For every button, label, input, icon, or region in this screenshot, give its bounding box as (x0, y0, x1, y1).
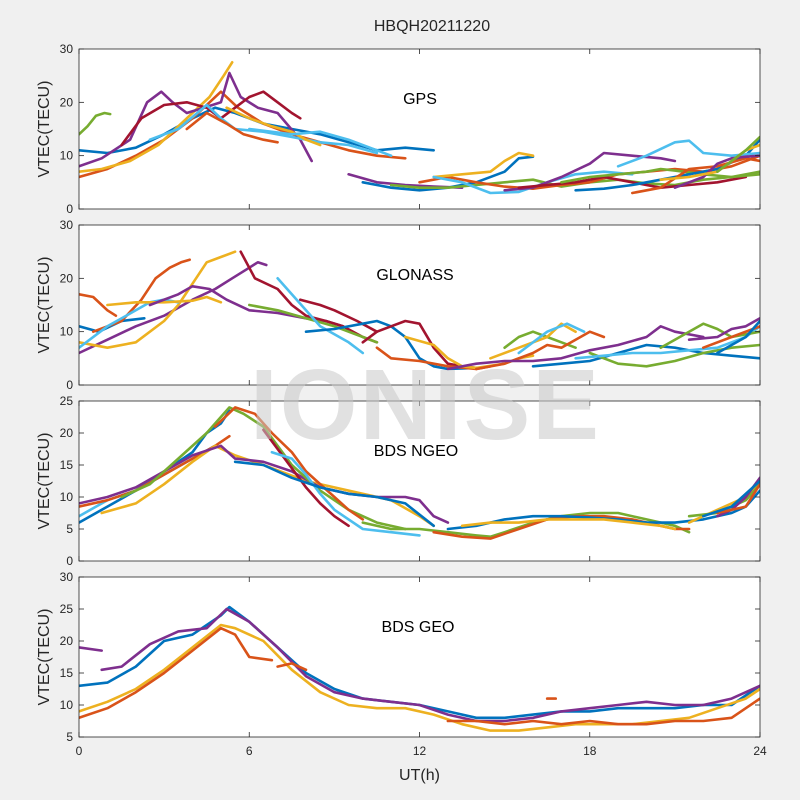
x-tick-label: 24 (753, 744, 767, 758)
x-tick-label: 0 (76, 744, 83, 758)
series-group (79, 250, 760, 371)
series-line-23 (673, 154, 760, 189)
y-tick-label: 10 (60, 490, 74, 504)
series-line-4 (79, 250, 237, 349)
series-line-7 (106, 295, 223, 307)
plot-area (79, 401, 760, 561)
series-line-7 (446, 697, 760, 726)
y-tick-label: 10 (60, 149, 74, 163)
series-line-14 (460, 518, 677, 531)
series-line-14 (361, 319, 478, 370)
series-line-23 (588, 343, 760, 368)
y-tick-label: 0 (66, 554, 73, 568)
y-tick-label: 20 (60, 634, 74, 648)
series-group (79, 61, 760, 195)
series-line-18 (716, 482, 760, 515)
series-line-25 (659, 322, 760, 349)
y-axis-label: VTEC(TECU) (36, 257, 53, 354)
series-line-19 (446, 325, 705, 371)
y-tick-label: 25 (60, 394, 74, 408)
panel-title: GLONASS (376, 267, 453, 284)
series-line-21 (517, 322, 586, 355)
series-line-21 (616, 139, 760, 168)
series-line-22 (531, 343, 760, 368)
panel-1: 0 10 20 30 VTEC(TECU) GPS (36, 42, 761, 216)
panel-title: GPS (403, 91, 437, 108)
y-axis-label: VTEC(TECU) (36, 609, 53, 706)
figure-title: HBQH20211220 (374, 18, 490, 35)
series-line-28 (716, 319, 760, 355)
y-tick-label: 5 (66, 730, 73, 744)
panel-3: 0 5 10 15 20 25 VTEC(TECU) BDS NGEO (36, 394, 761, 568)
series-line-1 (79, 111, 112, 136)
series-line-9 (225, 106, 322, 147)
series-line-11 (276, 277, 365, 355)
series-line-10 (248, 127, 393, 157)
series-line-5 (79, 444, 450, 524)
series-line-9 (270, 450, 421, 537)
series-line-10 (248, 303, 379, 344)
x-tick-label: 18 (583, 744, 597, 758)
series-line-7 (213, 406, 365, 521)
panel-4: 0 6 12 18 24 5 10 15 20 25 30 VTEC(TECU) BDS GEO UT(h… (36, 570, 767, 784)
series-line-8 (262, 428, 350, 528)
y-tick-label: 0 (66, 202, 73, 216)
series-line-3 (79, 90, 407, 179)
series-line-22 (631, 157, 760, 195)
series-line-13 (446, 489, 760, 531)
y-tick-label: 25 (60, 602, 74, 616)
series-line-10 (233, 460, 435, 528)
y-tick-label: 20 (60, 271, 74, 285)
series-line-26 (687, 317, 760, 341)
series-line-11 (361, 511, 691, 538)
x-axis-label: UT(h) (399, 767, 440, 784)
y-tick-label: 20 (60, 95, 74, 109)
series-line-3 (79, 261, 268, 355)
y-tick-label: 30 (60, 218, 74, 232)
series-line-18 (517, 175, 748, 189)
y-tick-label: 30 (60, 42, 74, 56)
y-axis-label: VTEC(TECU) (36, 81, 53, 178)
series-line-25 (716, 135, 760, 173)
series-line-19 (560, 167, 760, 184)
y-tick-label: 15 (60, 458, 74, 472)
panel-2: 0 10 20 30 VTEC(TECU) GLONASS (36, 218, 761, 392)
series-line-3 (100, 607, 760, 723)
series-line-6 (276, 662, 308, 672)
series-line-15 (432, 151, 535, 179)
series-line-5 (79, 626, 274, 720)
panel-title: BDS NGEO (374, 443, 458, 460)
y-axis-label: VTEC(TECU) (36, 433, 53, 530)
series-line-17 (503, 330, 577, 349)
series-line-20 (489, 322, 577, 360)
series-line-6 (120, 90, 302, 147)
y-tick-label: 5 (66, 522, 73, 536)
panel-title: BDS GEO (382, 619, 455, 636)
series-line-7 (148, 103, 379, 155)
y-tick-label: 20 (60, 426, 74, 440)
y-tick-label: 0 (66, 378, 73, 392)
series-line-8 (185, 111, 279, 144)
series-group (79, 605, 760, 732)
series-line-2 (79, 646, 103, 652)
series-line-5 (91, 258, 191, 333)
series-group (79, 406, 760, 540)
series-line-13 (304, 319, 478, 371)
x-tick-label: 6 (246, 744, 253, 758)
x-tick-label: 12 (413, 744, 427, 758)
y-tick-label: 10 (60, 325, 74, 339)
series-line-19 (702, 479, 760, 518)
y-tick-label: 30 (60, 570, 74, 584)
y-tick-label: 10 (60, 698, 74, 712)
series-line-4 (79, 623, 760, 732)
y-tick-label: 15 (60, 666, 74, 680)
series-line-12 (361, 155, 535, 192)
series-line-1 (79, 293, 118, 317)
